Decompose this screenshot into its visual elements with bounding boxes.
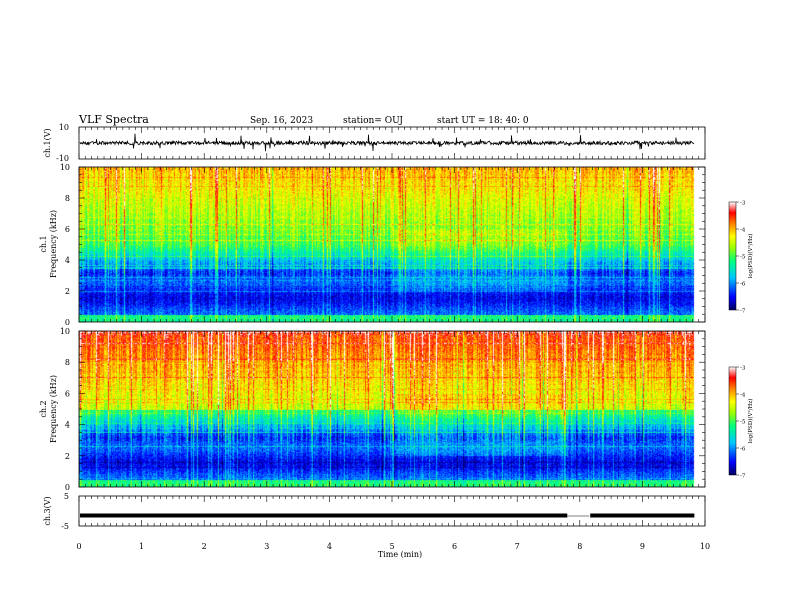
ch1-spectrogram-channel-label: ch.1: [39, 235, 48, 252]
ch1-waveform-line: [79, 133, 695, 152]
x-tick-label: 6: [452, 542, 457, 551]
ch3-waveform-ytick-bottom: -5: [61, 522, 69, 531]
ch3-waveform-ytick-top: 5: [64, 492, 69, 501]
freq-tick-label: 6: [65, 389, 70, 398]
freq-tick-label: 8: [65, 358, 70, 367]
ch3-waveform-band: [590, 513, 695, 518]
colorbar-tick-label: -5: [740, 420, 746, 426]
x-tick-label: 1: [139, 542, 144, 551]
panel-ch3-waveform: 5 -5 ch.3(V): [43, 492, 706, 531]
time-axis-ticks: 0 1 2 3 4 5 6 7 8 9 10: [76, 127, 710, 551]
colorbar-tick-label: -4: [740, 393, 746, 399]
x-tick-label: 8: [577, 542, 582, 551]
ch1-spectrogram-ylabel: Frequency (kHz): [49, 210, 58, 278]
panel-ch1-waveform: 10 -10 ch.1(V): [43, 123, 706, 163]
freq-tick-label: 2: [65, 452, 70, 461]
x-tick-label: 5: [389, 542, 394, 551]
x-tick-label: 10: [700, 542, 710, 551]
ch2-colorbar: -3 -4 -5 -6 -7 log(PSD)(V²/Hz): [728, 366, 754, 480]
ch1-spectrogram-image-holder: [79, 167, 705, 322]
ch3-waveform-ylabel: ch.3(V): [43, 496, 52, 525]
ch1-waveform-ylabel: ch.1(V): [43, 128, 52, 157]
ch2-spectrogram-ylabel: Frequency (kHz): [49, 375, 58, 443]
header-station: station= OUJ: [343, 116, 403, 126]
ch1-colorbar-gradient: [728, 201, 737, 311]
freq-tick-label: 10: [60, 163, 70, 172]
ch3-waveform-trace: [80, 513, 695, 518]
panel-ch2-spectrogram: 0 2 4 6 8 10 ch.2 Frequency (kHz) -3 -4 -5 -6 -7 …: [39, 327, 754, 492]
colorbar-tick-label: -6: [740, 447, 746, 453]
ch2-colorbar-label: log(PSD)(V²/Hz): [747, 399, 754, 444]
x-tick-label: 2: [202, 542, 207, 551]
x-tick-label: 0: [76, 542, 81, 551]
ch1-waveform-ytick-bottom: -10: [56, 154, 69, 163]
freq-tick-label: 4: [65, 256, 70, 265]
header-start-ut: start UT = 18: 40: 0: [437, 116, 529, 126]
ch1-colorbar-ticks: -3 -4 -5 -6 -7: [736, 201, 746, 315]
ch1-spectrogram-image: [79, 167, 705, 322]
ch2-spectrogram-yticks: 0 2 4 6 8 10: [60, 327, 705, 492]
ch3-waveform-band: [80, 513, 568, 518]
x-tick-label: 9: [640, 542, 645, 551]
ch2-colorbar-ticks: -3 -4 -5 -6 -7: [736, 366, 746, 480]
freq-tick-label: 0: [65, 318, 70, 327]
header: VLF Spectra Sep. 16, 2023 station= OUJ s…: [78, 113, 529, 126]
figure-title: VLF Spectra: [78, 113, 149, 126]
freq-tick-label: 6: [65, 225, 70, 234]
colorbar-tick-label: -3: [740, 366, 746, 372]
header-date: Sep. 16, 2023: [250, 116, 313, 126]
time-axis-label: Time (min): [378, 550, 422, 559]
ch2-colorbar-gradient: [728, 366, 737, 476]
colorbar-tick-label: -6: [740, 282, 746, 288]
panel-ch1-spectrogram: 0 2 4 6 8 10 ch.1 Frequency (kHz) -3 -4 -5 -6 -7 …: [39, 163, 754, 327]
ch2-spectrogram-image: [79, 331, 705, 487]
ch1-colorbar: -3 -4 -5 -6 -7 log(PSD)(V²/Hz): [728, 201, 754, 315]
ch1-colorbar-label: log(PSD)(V²/Hz): [747, 234, 754, 279]
colorbar-tick-label: -5: [740, 255, 746, 261]
freq-tick-label: 2: [65, 287, 70, 296]
freq-tick-label: 10: [60, 327, 70, 336]
x-tick-label: 3: [264, 542, 269, 551]
freq-tick-label: 4: [65, 421, 70, 430]
ch2-spectrogram-channel-label: ch.2: [39, 400, 48, 417]
colorbar-tick-label: -3: [740, 201, 746, 207]
ch1-spectrogram-yticks: 0 2 4 6 8 10: [60, 163, 705, 327]
freq-tick-label: 0: [65, 483, 70, 492]
colorbar-tick-label: -7: [740, 309, 746, 315]
colorbar-tick-label: -4: [740, 228, 746, 234]
x-tick-label: 4: [327, 542, 332, 551]
x-tick-label: 7: [515, 542, 520, 551]
ch1-waveform-trace: [79, 133, 695, 152]
colorbar-tick-label: -7: [740, 474, 746, 480]
freq-tick-label: 8: [65, 194, 70, 203]
ch1-waveform-ytick-top: 10: [59, 123, 69, 132]
ch2-spectrogram-image-holder: [79, 331, 705, 487]
